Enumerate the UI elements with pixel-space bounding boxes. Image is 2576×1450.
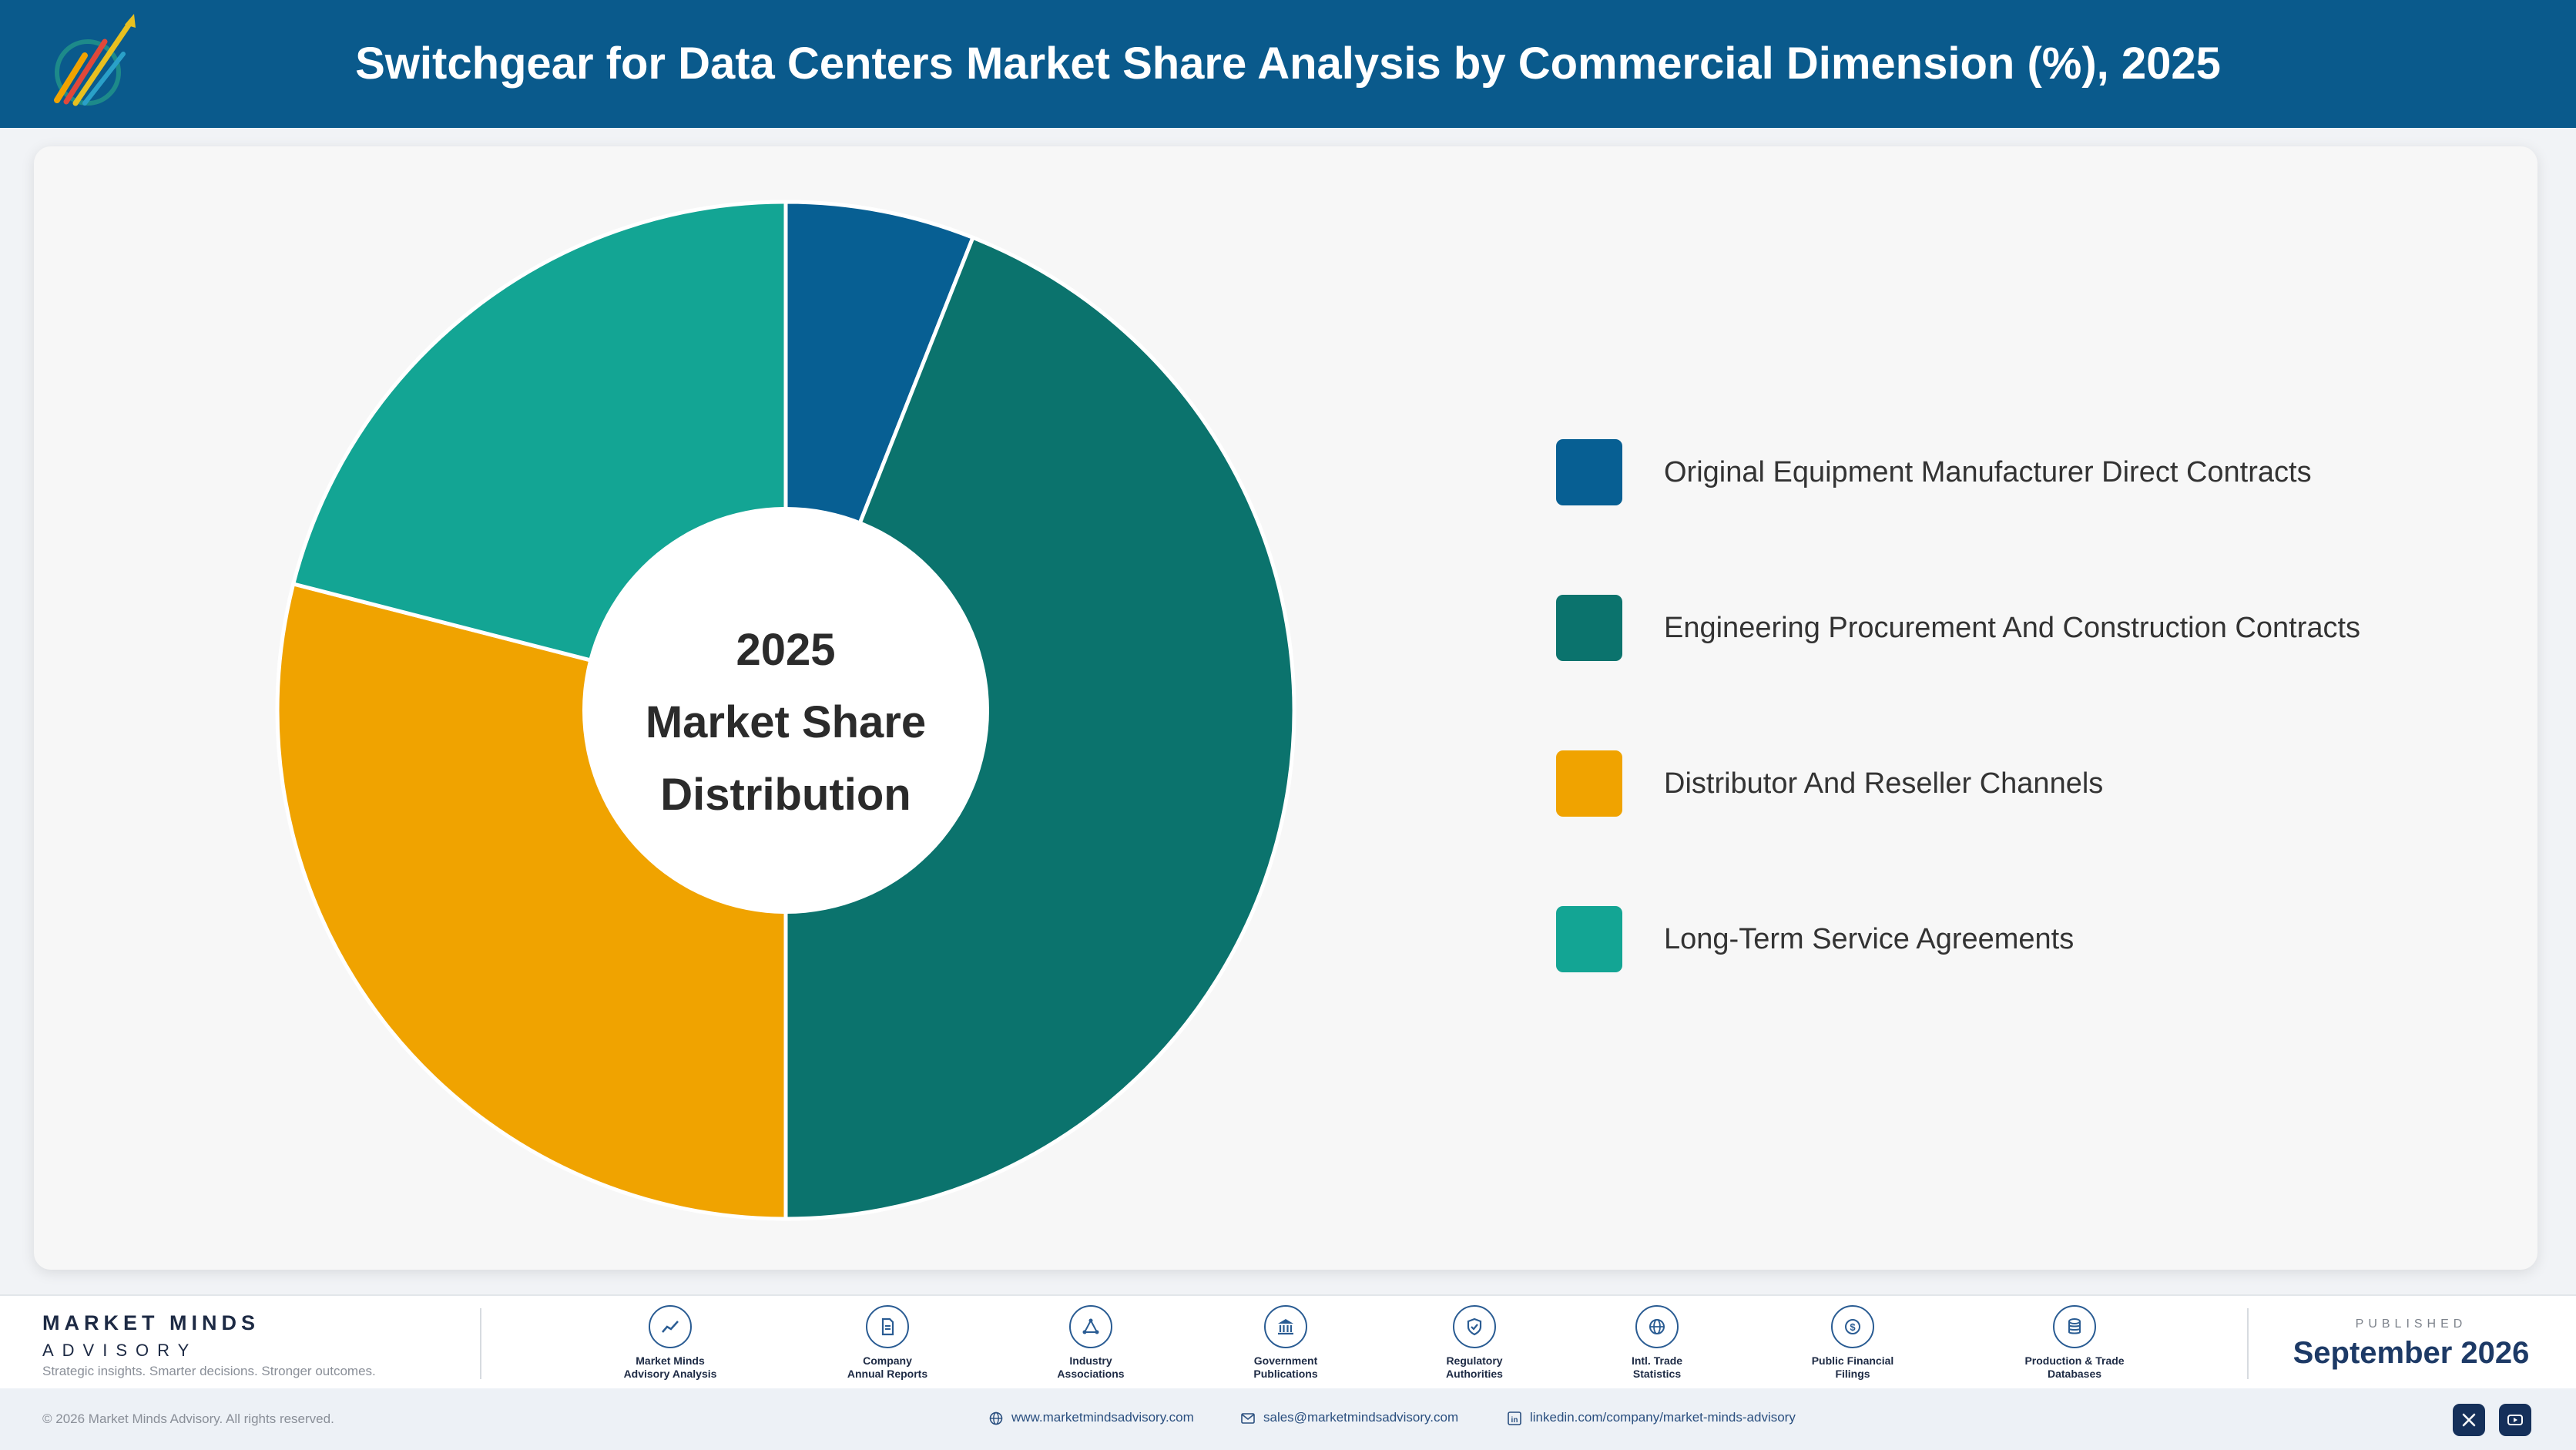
svg-text:$: $: [1850, 1321, 1856, 1333]
document-icon: [866, 1305, 909, 1348]
mail-icon: [1241, 1412, 1255, 1424]
website-link[interactable]: www.marketmindsadvisory.com: [988, 1410, 1194, 1426]
legend-item-oem-direct: Original Equipment Manufacturer Direct C…: [1556, 439, 2519, 507]
source-item: Company Annual Reports: [803, 1305, 972, 1381]
source-label-line-2: Statistics: [1632, 1368, 1682, 1380]
footer-bar: MARKET MINDS ADVISORY Strategic insights…: [0, 1294, 2576, 1390]
source-label-line-2: Annual Reports: [847, 1368, 928, 1380]
svg-text:in: in: [1511, 1416, 1518, 1425]
published-label: PUBLISHED: [2355, 1317, 2467, 1331]
globe-icon: [989, 1411, 1003, 1425]
source-label-line-1: Industry: [1069, 1354, 1112, 1367]
source-label-line-1: Public Financial: [1811, 1354, 1894, 1367]
legend-label: Engineering Procurement And Construction…: [1664, 612, 2361, 644]
source-label-line-2: Associations: [1057, 1368, 1125, 1380]
shield-check-icon: [1453, 1305, 1496, 1348]
source-item: Market Minds Advisory Analysis: [585, 1305, 755, 1381]
source-label-line-2: Filings: [1835, 1368, 1870, 1380]
source-label-line-1: Regulatory: [1446, 1354, 1503, 1367]
center-label-line-1: 2025: [736, 625, 835, 675]
source-item: Government Publications: [1201, 1305, 1370, 1381]
youtube-icon[interactable]: [2499, 1404, 2531, 1436]
legend-item-epc-contracts: Engineering Procurement And Construction…: [1556, 595, 2519, 663]
source-label-line-1: Production & Trade: [2024, 1354, 2125, 1367]
legend-swatch: [1556, 439, 1622, 505]
x-icon[interactable]: [2453, 1404, 2485, 1436]
copyright-text: © 2026 Market Minds Advisory. All rights…: [42, 1411, 334, 1426]
source-label-line-1: Company: [863, 1354, 912, 1367]
center-label-line-2: Market Share: [646, 697, 926, 747]
legend-swatch: [1556, 595, 1622, 661]
linkedin-text: linkedin.com/company/market-minds-adviso…: [1530, 1410, 1796, 1425]
government-building-icon: [1264, 1305, 1307, 1348]
source-item: Industry Associations: [1006, 1305, 1176, 1381]
linkedin-link[interactable]: in linkedin.com/company/market-minds-advi…: [1507, 1410, 1796, 1426]
legend-swatch: [1556, 906, 1622, 972]
source-item: Intl. Trade Statistics: [1572, 1305, 1742, 1381]
database-icon: [2053, 1305, 2096, 1348]
brand-sub: ADVISORY: [42, 1341, 198, 1360]
footer-divider: [480, 1308, 481, 1379]
email-link[interactable]: sales@marketmindsadvisory.com: [1240, 1410, 1458, 1426]
source-label-line-1: Market Minds: [636, 1354, 705, 1367]
page-title: Switchgear for Data Centers Market Share…: [355, 39, 2221, 89]
bottom-bar: © 2026 Market Minds Advisory. All rights…: [0, 1388, 2576, 1450]
brand-tagline: Strategic insights. Smarter decisions. S…: [42, 1364, 376, 1378]
legend-label: Original Equipment Manufacturer Direct C…: [1664, 456, 2312, 488]
legend-label: Long-Term Service Agreements: [1664, 923, 2075, 955]
source-item: $ Public Financial Filings: [1768, 1305, 1937, 1381]
published-date: September 2026: [2293, 1336, 2530, 1370]
source-item: Production & Trade Databases: [1990, 1305, 2159, 1381]
source-label-line-2: Advisory Analysis: [623, 1368, 717, 1380]
dollar-coin-icon: $: [1831, 1305, 1874, 1348]
legend-swatch: [1556, 750, 1622, 817]
source-item: Regulatory Authorities: [1390, 1305, 1559, 1381]
legend-label: Distributor And Reseller Channels: [1664, 767, 2104, 800]
brand-name: MARKET MINDS: [42, 1311, 260, 1334]
source-label-line-2: Authorities: [1446, 1368, 1503, 1380]
market-minds-logo-icon: [54, 14, 136, 106]
center-label-line-3: Distribution: [660, 770, 911, 820]
linkedin-icon: in: [1508, 1411, 1521, 1425]
header-bar: Switchgear for Data Centers Market Share…: [0, 0, 2576, 128]
source-label-line-1: Government: [1253, 1354, 1318, 1367]
source-label-line-2: Databases: [2047, 1368, 2102, 1380]
network-icon: [1069, 1305, 1112, 1348]
slice-epc-contracts: [783, 235, 1296, 1221]
legend-item-service-agreements: Long-Term Service Agreements: [1556, 906, 2519, 974]
trend-chart-icon: [649, 1305, 692, 1348]
source-label-line-1: Intl. Trade: [1631, 1354, 1683, 1367]
legend-item-distributor-reseller: Distributor And Reseller Channels: [1556, 750, 2519, 818]
donut-hole: [582, 507, 989, 914]
source-label-line-2: Publications: [1253, 1368, 1318, 1380]
footer-divider: [2247, 1308, 2249, 1379]
globe-icon: [1635, 1305, 1679, 1348]
website-text: www.marketmindsadvisory.com: [1011, 1410, 1194, 1425]
email-text: sales@marketmindsadvisory.com: [1263, 1410, 1459, 1425]
